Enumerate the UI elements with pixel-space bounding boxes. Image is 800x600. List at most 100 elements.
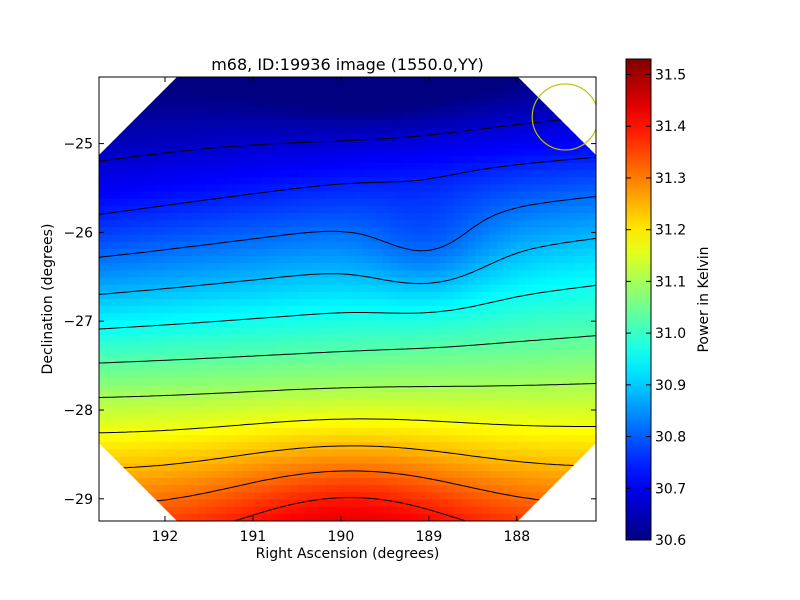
heat-cell <box>496 127 505 135</box>
heat-cell <box>290 334 299 343</box>
heat-cell <box>354 170 363 178</box>
heat-cell <box>475 148 483 157</box>
heat-cell <box>347 227 356 236</box>
heat-cell <box>510 478 519 486</box>
heat-cell <box>553 141 562 150</box>
heat-cell <box>226 313 235 322</box>
heat-cell <box>390 77 398 85</box>
heat-cell <box>439 112 448 121</box>
heat-cell <box>368 213 377 221</box>
heat-cell <box>191 184 199 193</box>
heat-cell <box>553 198 562 207</box>
heat-cell <box>255 306 263 314</box>
heat-cell <box>319 119 327 128</box>
heat-cell <box>574 427 583 436</box>
heat-cell <box>418 427 427 436</box>
heat-cell <box>148 356 157 365</box>
heat-cell <box>581 263 590 271</box>
heat-cell <box>113 213 121 221</box>
heat-cell <box>375 162 384 171</box>
heat-cell <box>120 112 128 121</box>
heat-cell <box>155 263 164 271</box>
heat-cell <box>262 384 270 393</box>
heat-cell <box>226 341 235 350</box>
heat-cell <box>496 449 505 458</box>
heat-cell <box>404 220 412 228</box>
heat-cell <box>546 213 554 221</box>
heat-cell <box>170 449 178 458</box>
heat-cell <box>319 478 327 486</box>
heat-cell <box>255 341 263 350</box>
heat-cell <box>319 213 327 221</box>
heat-cell <box>255 127 263 135</box>
heat-cell <box>553 155 562 164</box>
heat-cell <box>397 456 405 465</box>
heat-cell <box>113 134 121 143</box>
heat-cell <box>191 277 199 286</box>
heat-cell <box>553 399 562 408</box>
heat-cell <box>489 370 498 379</box>
heat-cell <box>489 463 498 472</box>
heat-cell <box>588 263 596 271</box>
heat-cell <box>432 485 441 493</box>
heat-cell <box>397 77 405 85</box>
heat-cell <box>255 112 263 121</box>
heat-cell <box>205 370 214 379</box>
heat-cell <box>525 155 533 164</box>
heat-cell <box>198 442 207 450</box>
heat-cell <box>581 105 590 114</box>
heat-cell <box>241 506 249 515</box>
heat-cell <box>99 184 107 193</box>
heat-cell <box>468 248 476 257</box>
heat-cell <box>241 184 249 193</box>
heat-cell <box>326 134 334 143</box>
heat-cell <box>475 334 483 343</box>
heat-cell <box>411 442 420 450</box>
heat-cell <box>170 112 178 121</box>
heat-cell <box>496 191 505 200</box>
heat-cell <box>233 148 242 157</box>
heat-cell <box>588 341 596 350</box>
heat-cell <box>191 399 199 408</box>
heat-cell <box>496 205 505 214</box>
heat-cell <box>99 370 107 379</box>
heat-cell <box>205 191 214 200</box>
heat-cell <box>276 256 285 264</box>
heat-cell <box>539 184 547 193</box>
heat-cell <box>517 105 526 114</box>
heat-cell <box>397 234 405 243</box>
heat-cell <box>304 205 313 214</box>
heat-cell <box>539 499 547 508</box>
heat-cell <box>439 349 448 357</box>
heat-cell <box>127 384 136 393</box>
heat-cell <box>361 334 370 343</box>
heat-cell <box>411 485 420 493</box>
heat-cell <box>269 406 278 415</box>
heat-cell <box>446 463 455 472</box>
heat-cell <box>475 492 483 501</box>
heat-cell <box>304 234 313 243</box>
heat-cell <box>155 363 164 372</box>
heat-cell <box>397 277 405 286</box>
heat-cell <box>588 141 596 150</box>
heat-cell <box>170 263 178 271</box>
heat-cell <box>446 492 455 501</box>
heat-cell <box>411 492 420 501</box>
heat-cell <box>347 485 356 493</box>
heat-cell <box>347 384 356 393</box>
heat-cell <box>361 492 370 501</box>
heat-cell <box>489 198 498 207</box>
heat-cell <box>304 256 313 264</box>
heat-cell <box>475 91 483 100</box>
heat-cell <box>397 513 405 521</box>
heat-cell <box>546 148 554 157</box>
heat-cell <box>241 399 249 408</box>
heat-cell <box>177 227 185 236</box>
heat-cell <box>205 349 214 357</box>
heat-cell <box>304 427 313 436</box>
heat-cell <box>510 370 519 379</box>
heat-cell <box>510 234 519 243</box>
heat-cell <box>226 148 235 157</box>
heat-cell <box>340 334 349 343</box>
heat-cell <box>198 435 207 443</box>
